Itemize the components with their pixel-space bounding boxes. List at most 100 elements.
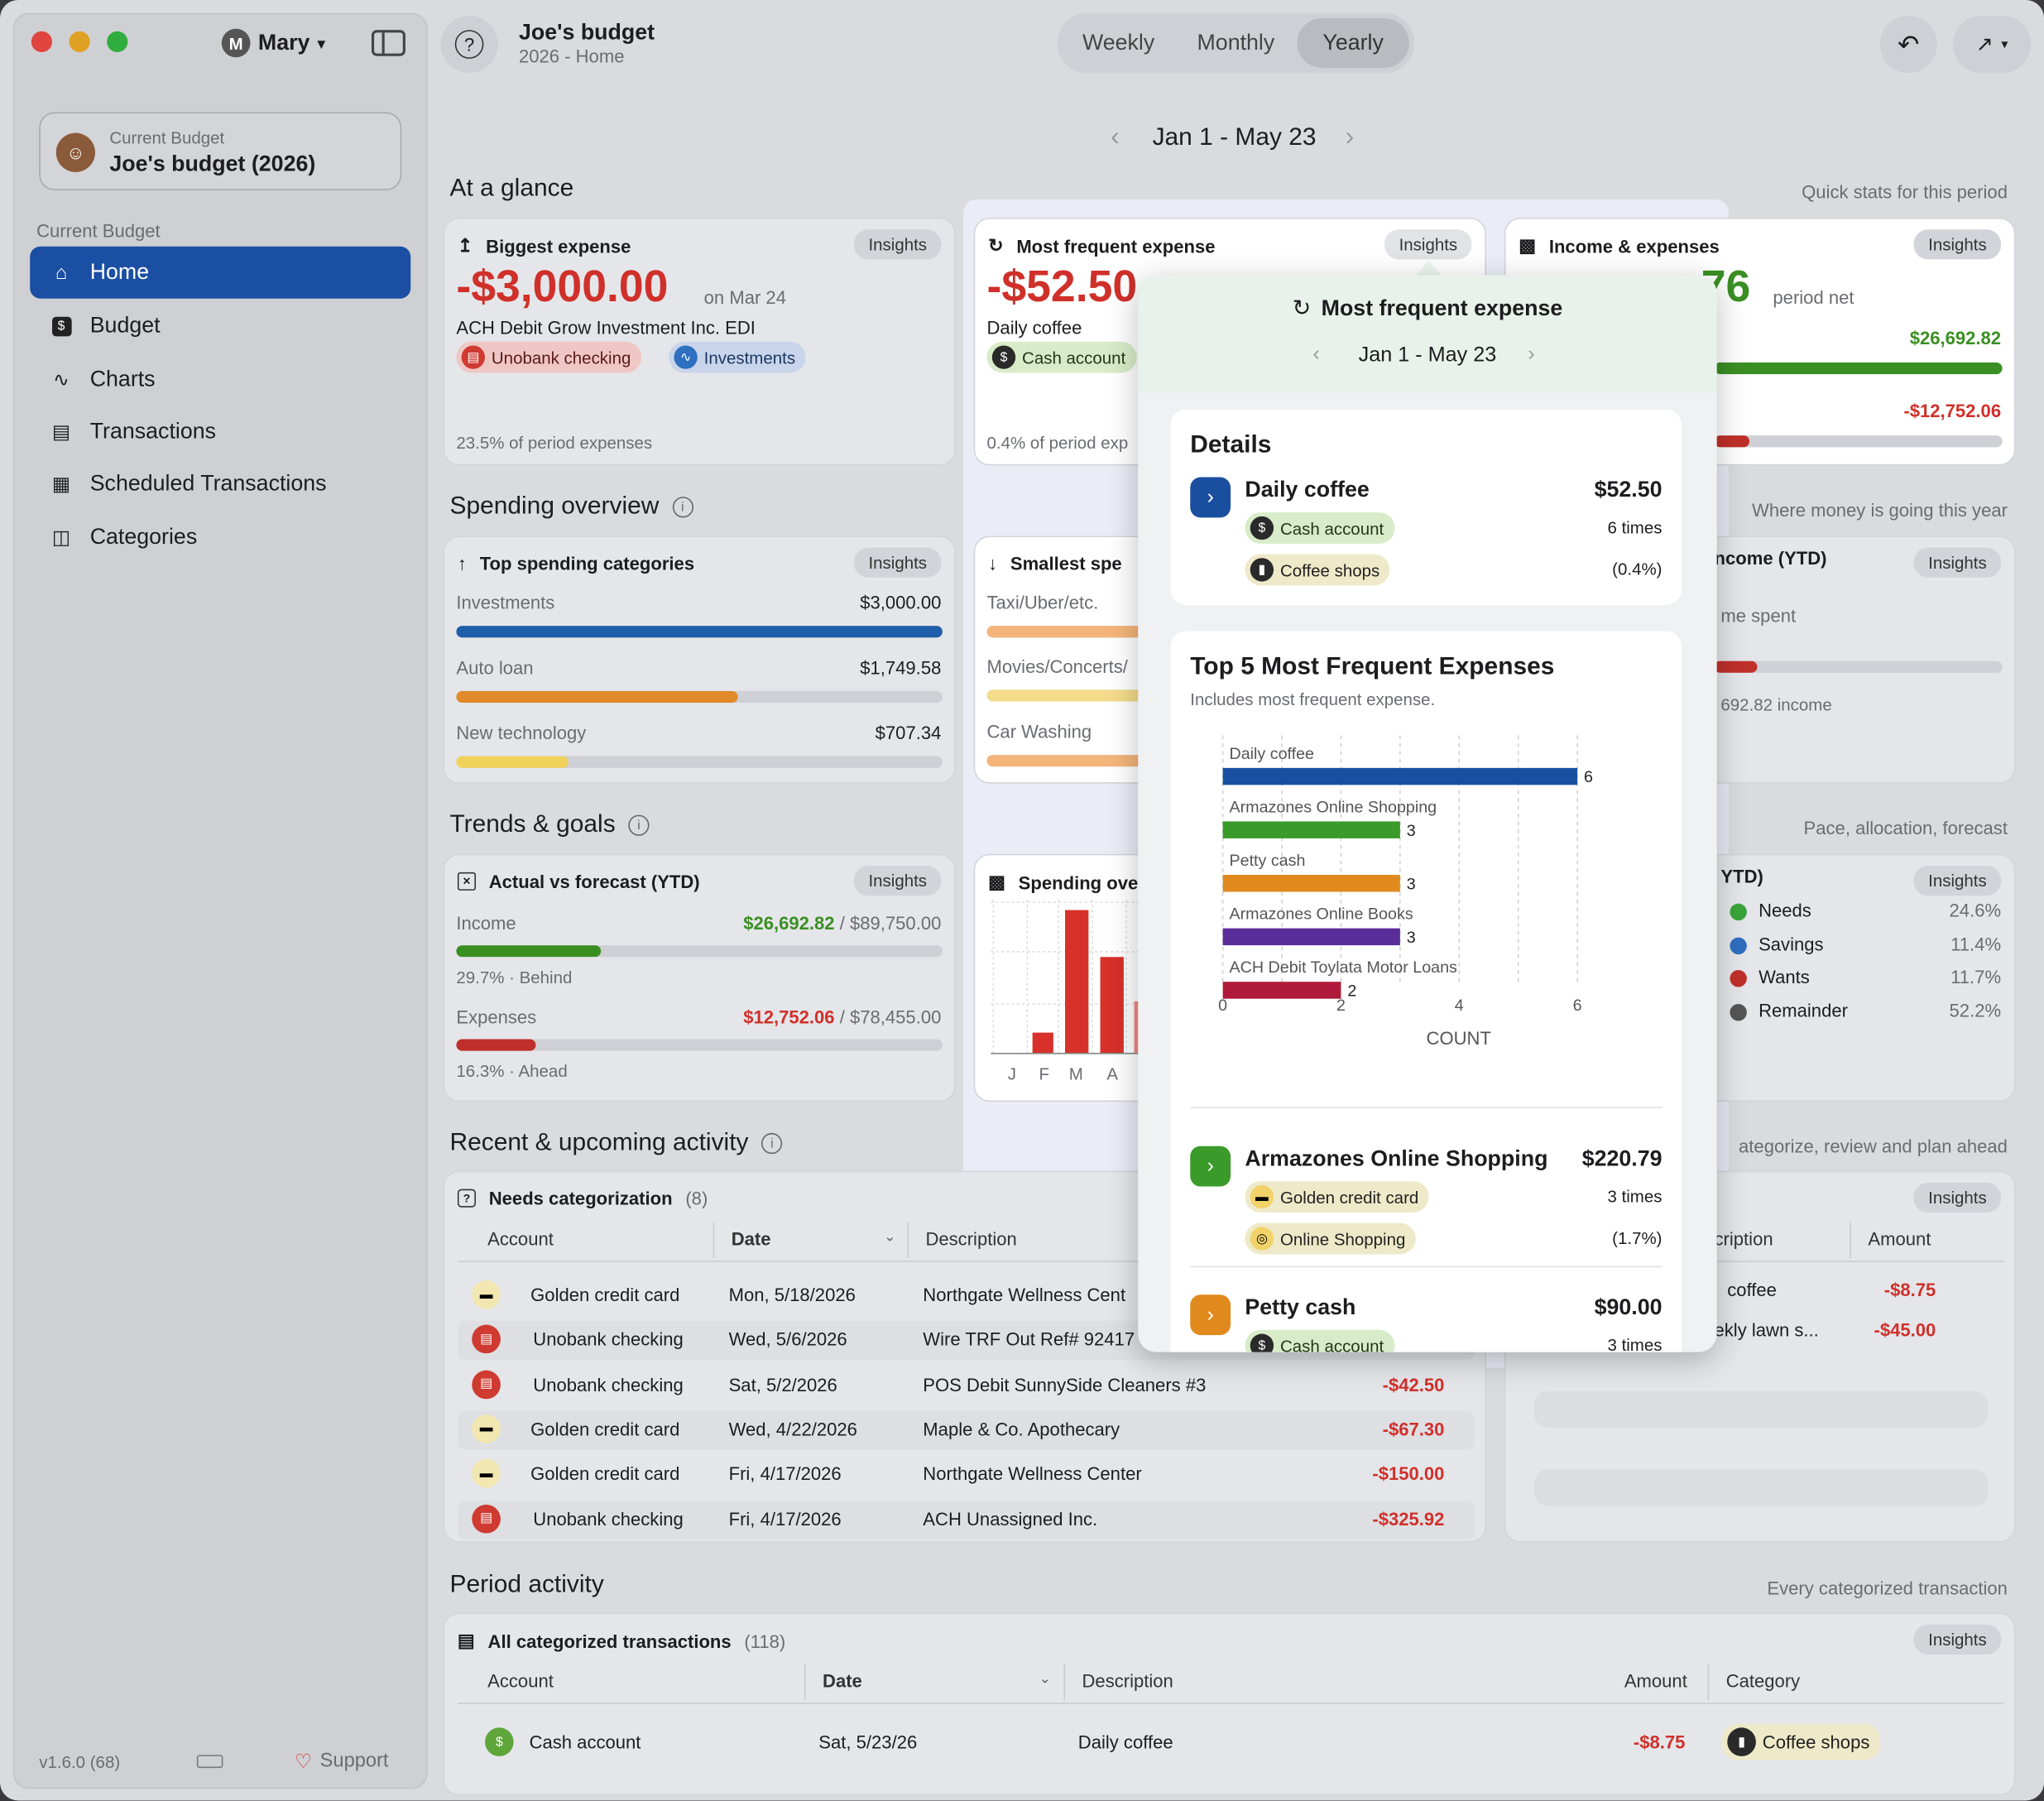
prev-period-button[interactable]: ‹ [1111,122,1120,151]
allocation-pct: 11.4% [1950,933,2002,954]
sidebar-item-transactions[interactable]: ▤ Transactions [30,406,410,458]
info-icon[interactable]: i [628,814,650,836]
sidebar-item-home[interactable]: ⌂ Home [30,246,411,299]
section-title-recent: Recent & upcoming activity i [449,1129,783,1158]
column-header-date[interactable]: Date [731,1227,771,1250]
sidebar-item-budget[interactable]: $ Budget [30,300,410,352]
zoom-window-button[interactable] [107,31,128,53]
bar-category-label: Armazones Online Shopping [1230,798,1437,816]
column-header-description[interactable]: Description [1082,1669,1173,1692]
amount-cell: -$67.30 [1382,1418,1445,1439]
bar-value-label: 6 [1584,768,1593,786]
budget-avatar-icon: ☺ [55,132,95,172]
section-subtitle-spending: Where money is going this year [1752,499,2008,521]
column-header-amount[interactable]: Amount [1868,1227,1931,1250]
account-cell: Unobank checking [533,1507,684,1530]
bar-category-label: Petty cash [1230,852,1306,870]
x-tick-label: 0 [1218,997,1227,1015]
info-icon[interactable]: i [672,497,693,518]
section-title-glance: At a glance [449,175,574,203]
section-subtitle-glance: Quick stats for this period [1802,180,2008,203]
insights-button[interactable]: Insights [854,229,942,260]
smallest-bar [986,755,1144,767]
frequent-amount: -$52.50 [986,262,1138,312]
legend-dot [1730,1003,1747,1021]
minimize-window-button[interactable] [69,31,90,53]
column-header-date[interactable]: Date [823,1669,862,1692]
insights-button[interactable]: Insights [1913,1624,2002,1655]
insights-button[interactable]: Insights [854,865,942,896]
most-frequent-popover: ↻ Most frequent expense ‹ Jan 1 - May 23 … [1138,275,1717,1352]
bar[interactable] [1222,982,1341,999]
next-period-button[interactable]: › [1345,122,1355,151]
income-forecast-bar [456,945,943,958]
top-spending-card[interactable]: ↑ Top spending categories Insights Invest… [443,535,956,784]
table-row[interactable] [457,1500,1475,1539]
category-bar [456,626,943,638]
income-progress-values: $26,692.82 / $89,750.00 [743,912,942,934]
sort-chevron-icon[interactable]: ⌄ [1039,1671,1052,1688]
account-pill: ▤ Unobank checking [456,341,641,373]
insights-button[interactable]: Insights [1384,229,1472,260]
heart-icon: ♡ [295,1751,313,1774]
popover-next-button[interactable]: › [1528,343,1535,366]
list-icon: ▤ [51,420,71,444]
insights-button[interactable]: Insights [1913,229,2002,260]
income-value: $26,692.82 [1909,327,2002,348]
column-header-description[interactable]: cription [1714,1227,1773,1250]
legend-dot [1730,936,1747,954]
account-pill: $ Cash account [986,341,1136,373]
categories-icon: ◫ [51,526,71,550]
smallest-item: Car Washing [986,721,1092,742]
insights-button[interactable]: Insights [1913,547,2002,578]
undo-button[interactable]: ↶ [1879,15,1937,74]
column-header-category[interactable]: Category [1725,1669,1801,1692]
period-monthly[interactable]: Monthly [1197,30,1275,55]
popover-prev-button[interactable]: ‹ [1312,343,1320,366]
chevron-right-icon[interactable]: › [1190,1294,1231,1336]
chevron-right-icon[interactable]: › [1190,477,1231,518]
keyboard-icon[interactable] [196,1755,223,1769]
column-header-amount[interactable]: Amount [1624,1669,1687,1692]
bar[interactable] [1222,767,1578,785]
insights-button[interactable]: Insights [854,547,942,578]
amount-cell: -$8.75 [1633,1731,1686,1753]
info-icon[interactable]: i [761,1132,783,1155]
question-square-icon: ? [457,1189,476,1208]
bar[interactable] [1222,928,1400,946]
column-header-description[interactable]: Description [925,1227,1017,1250]
user-menu[interactable]: M Mary ▾ [221,28,325,58]
close-window-button[interactable] [31,31,53,53]
chevron-right-icon[interactable]: › [1190,1145,1231,1187]
column-header-account[interactable]: Account [487,1669,554,1692]
period-weekly[interactable]: Weekly [1082,30,1155,55]
bar-chart-icon: ▩ [988,871,1005,892]
sort-chevron-icon[interactable]: ⌄ [884,1229,896,1246]
bar[interactable] [1222,821,1400,838]
bar[interactable] [1222,875,1400,892]
list-item-pct: (1.7%) [1612,1227,1663,1248]
table-row[interactable] [457,1410,1475,1450]
sidebar-item-scheduled[interactable]: ▦ Scheduled Transactions [30,458,410,510]
insights-button[interactable]: Insights [1913,865,2002,896]
sidebar-toggle-icon[interactable] [371,30,405,56]
sidebar-item-charts[interactable]: ∿ Charts [30,353,410,406]
help-button[interactable]: ? [440,15,498,74]
period-yearly[interactable]: Yearly [1297,18,1409,68]
support-link[interactable]: ♡ Support [295,1750,389,1774]
forecast-card[interactable]: × Actual vs forecast (YTD) Insights Incom… [443,853,956,1102]
biggest-expense-card[interactable]: ↥ Biggest expense Insights -$3,000.00 on … [443,218,956,466]
current-budget-selector[interactable]: ☺ Current Budget Joe's budget (2026) [39,112,402,190]
sidebar-item-categories[interactable]: ◫ Categories [30,511,410,564]
biggest-foot: 23.5% of period expenses [456,432,653,453]
category-name: New technology [456,722,587,743]
export-menu-button[interactable]: ↗ ▾ [1952,15,2032,74]
insights-button[interactable]: Insights [1913,1182,2002,1213]
account-cell: Golden credit card [530,1462,680,1484]
card-title: Most frequent expense [1016,235,1216,257]
expense-value: -$12,752.06 [1903,400,2002,421]
column-header-account[interactable]: Account [487,1227,554,1250]
user-name: Mary [257,30,310,55]
income-bar [1714,362,2003,375]
chart-export-icon: ↗ [1975,33,1994,56]
